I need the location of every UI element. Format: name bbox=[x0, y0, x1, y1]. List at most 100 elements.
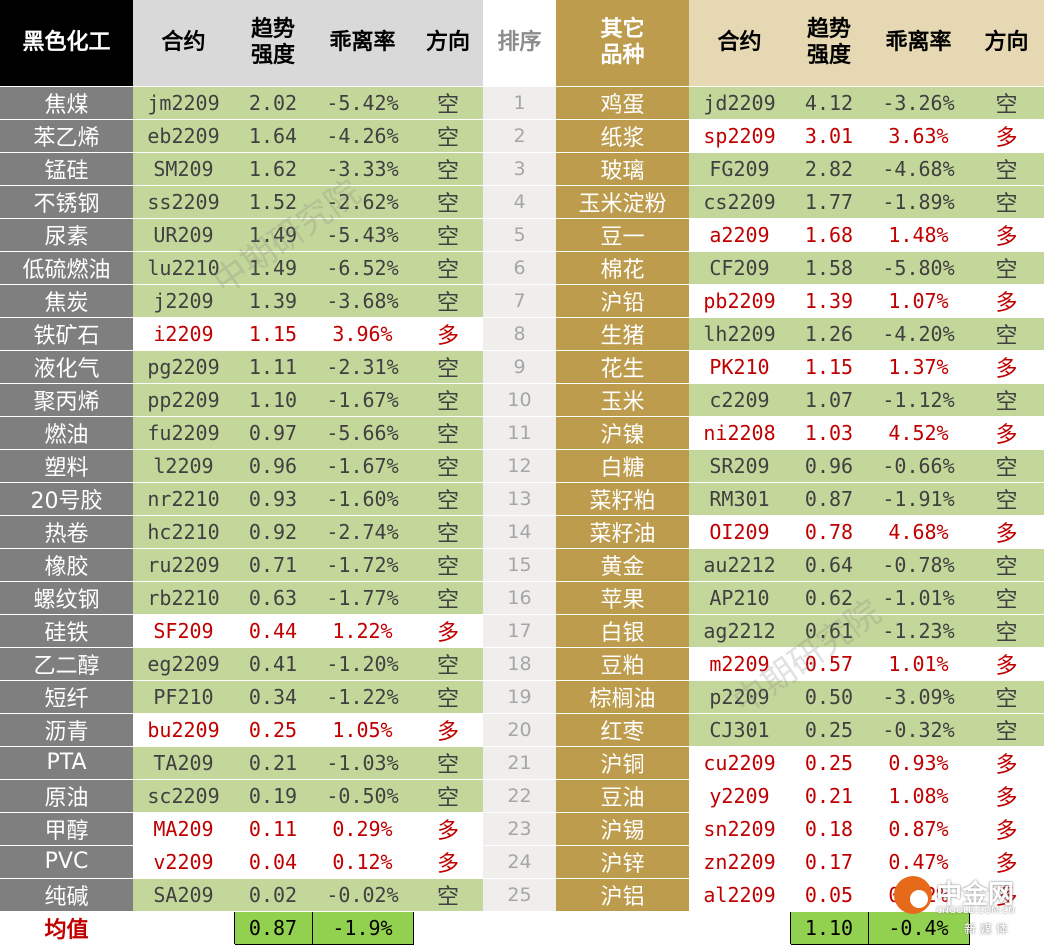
left-direction: 空 bbox=[413, 185, 483, 219]
left-name: 锰硅 bbox=[0, 152, 133, 186]
left-direction: 空 bbox=[413, 449, 483, 483]
right-contract: lh2209 bbox=[689, 317, 790, 351]
rank-cell: 6 bbox=[483, 251, 556, 285]
right-strength: 1.03 bbox=[790, 416, 868, 450]
right-deviation: -1.12% bbox=[868, 383, 969, 417]
left-deviation: -4.26% bbox=[312, 119, 413, 153]
table-row: 聚丙烯 pp2209 1.10 -1.67% 空 10 玉米 c2209 1.07 -1.12% 空 bbox=[0, 383, 1044, 417]
right-deviation: 1.48% bbox=[868, 218, 969, 252]
right-deviation: 0.93% bbox=[868, 746, 969, 780]
average-blank bbox=[133, 911, 234, 945]
left-direction: 空 bbox=[413, 218, 483, 252]
left-contract: SM209 bbox=[133, 152, 234, 186]
right-contract: jd2209 bbox=[689, 86, 790, 120]
average-blank bbox=[556, 911, 689, 945]
right-name: 沪铜 bbox=[556, 746, 689, 780]
right-direction: 多 bbox=[969, 218, 1044, 252]
right-direction: 空 bbox=[969, 152, 1044, 186]
right-direction: 空 bbox=[969, 383, 1044, 417]
left-contract: fu2209 bbox=[133, 416, 234, 450]
table-row: 橡胶 ru2209 0.71 -1.72% 空 15 黄金 au2212 0.64 -0.78% 空 bbox=[0, 548, 1044, 582]
right-deviation: -4.20% bbox=[868, 317, 969, 351]
right-direction: 空 bbox=[969, 581, 1044, 615]
right-direction: 空 bbox=[969, 713, 1044, 747]
header-left-category: 黑色化工 bbox=[0, 0, 133, 87]
right-deviation: -1.91% bbox=[868, 482, 969, 516]
rank-cell: 15 bbox=[483, 548, 556, 582]
right-deviation: 3.63% bbox=[868, 119, 969, 153]
right-strength: 0.17 bbox=[790, 845, 868, 879]
left-direction: 空 bbox=[413, 86, 483, 120]
right-strength: 0.78 bbox=[790, 515, 868, 549]
header-left-direction: 方向 bbox=[413, 0, 483, 87]
rank-cell: 22 bbox=[483, 779, 556, 813]
table-row: 铁矿石 i2209 1.15 3.96% 多 8 生猪 lh2209 1.26 -4.20% 空 bbox=[0, 317, 1044, 351]
right-strength: 1.77 bbox=[790, 185, 868, 219]
left-strength: 0.04 bbox=[234, 845, 312, 879]
right-name: 沪铅 bbox=[556, 284, 689, 318]
table-row: 热卷 hc2210 0.92 -2.74% 空 14 菜籽油 OI209 0.78 4.68% 多 bbox=[0, 515, 1044, 549]
table-row: 焦炭 j2209 1.39 -3.68% 空 7 沪铅 pb2209 1.39 1.07% 多 bbox=[0, 284, 1044, 318]
right-deviation: 4.52% bbox=[868, 416, 969, 450]
right-contract: c2209 bbox=[689, 383, 790, 417]
left-direction: 空 bbox=[413, 779, 483, 813]
table-row: 燃油 fu2209 0.97 -5.66% 空 11 沪镍 ni2208 1.03 4.52% 多 bbox=[0, 416, 1044, 450]
left-strength: 1.15 bbox=[234, 317, 312, 351]
left-name: 原油 bbox=[0, 779, 133, 813]
rank-cell: 19 bbox=[483, 680, 556, 714]
right-strength: 0.87 bbox=[790, 482, 868, 516]
left-contract: PF210 bbox=[133, 680, 234, 714]
left-name: 20号胶 bbox=[0, 482, 133, 516]
left-strength: 0.97 bbox=[234, 416, 312, 450]
right-deviation: 1.01% bbox=[868, 647, 969, 681]
left-deviation: -6.52% bbox=[312, 251, 413, 285]
right-direction: 空 bbox=[969, 317, 1044, 351]
right-name: 白糖 bbox=[556, 449, 689, 483]
left-direction: 多 bbox=[413, 812, 483, 846]
right-direction: 空 bbox=[969, 482, 1044, 516]
left-deviation: -1.20% bbox=[312, 647, 413, 681]
left-deviation: -1.72% bbox=[312, 548, 413, 582]
left-strength: 1.39 bbox=[234, 284, 312, 318]
right-contract: sp2209 bbox=[689, 119, 790, 153]
left-name: 不锈钢 bbox=[0, 185, 133, 219]
left-contract: MA209 bbox=[133, 812, 234, 846]
table-row: 低硫燃油 lu2210 1.49 -6.52% 空 6 棉花 CF209 1.58 -5.80% 空 bbox=[0, 251, 1044, 285]
right-name: 生猪 bbox=[556, 317, 689, 351]
left-name: 焦炭 bbox=[0, 284, 133, 318]
left-deviation: -1.77% bbox=[312, 581, 413, 615]
left-name: 燃油 bbox=[0, 416, 133, 450]
average-blank bbox=[483, 911, 556, 945]
table-row: 液化气 pg2209 1.11 -2.31% 空 9 花生 PK210 1.15 1.37% 多 bbox=[0, 350, 1044, 384]
right-contract: AP210 bbox=[689, 581, 790, 615]
right-direction: 多 bbox=[969, 416, 1044, 450]
table-row: 硅铁 SF209 0.44 1.22% 多 17 白银 ag2212 0.61 -1.23% 空 bbox=[0, 614, 1044, 648]
left-direction: 空 bbox=[413, 416, 483, 450]
table-row: 原油 sc2209 0.19 -0.50% 空 22 豆油 y2209 0.21 1.08% 多 bbox=[0, 779, 1044, 813]
left-contract: i2209 bbox=[133, 317, 234, 351]
right-deviation: 0.47% bbox=[868, 845, 969, 879]
left-deviation: 1.05% bbox=[312, 713, 413, 747]
left-direction: 空 bbox=[413, 581, 483, 615]
average-left-deviation: -1.9% bbox=[311, 910, 414, 945]
left-name: 焦煤 bbox=[0, 86, 133, 120]
right-strength: 0.05 bbox=[790, 878, 868, 912]
right-strength: 4.12 bbox=[790, 86, 868, 120]
right-contract: SR209 bbox=[689, 449, 790, 483]
left-contract: lu2210 bbox=[133, 251, 234, 285]
right-contract: al2209 bbox=[689, 878, 790, 912]
right-direction: 多 bbox=[969, 119, 1044, 153]
left-strength: 0.11 bbox=[234, 812, 312, 846]
right-deviation: -3.09% bbox=[868, 680, 969, 714]
right-direction: 多 bbox=[969, 515, 1044, 549]
rank-cell: 17 bbox=[483, 614, 556, 648]
left-strength: 0.92 bbox=[234, 515, 312, 549]
left-direction: 空 bbox=[413, 284, 483, 318]
right-direction: 多 bbox=[969, 284, 1044, 318]
right-name: 鸡蛋 bbox=[556, 86, 689, 120]
left-deviation: -2.31% bbox=[312, 350, 413, 384]
left-name: 铁矿石 bbox=[0, 317, 133, 351]
rank-cell: 8 bbox=[483, 317, 556, 351]
right-direction: 空 bbox=[969, 251, 1044, 285]
left-deviation: -1.60% bbox=[312, 482, 413, 516]
